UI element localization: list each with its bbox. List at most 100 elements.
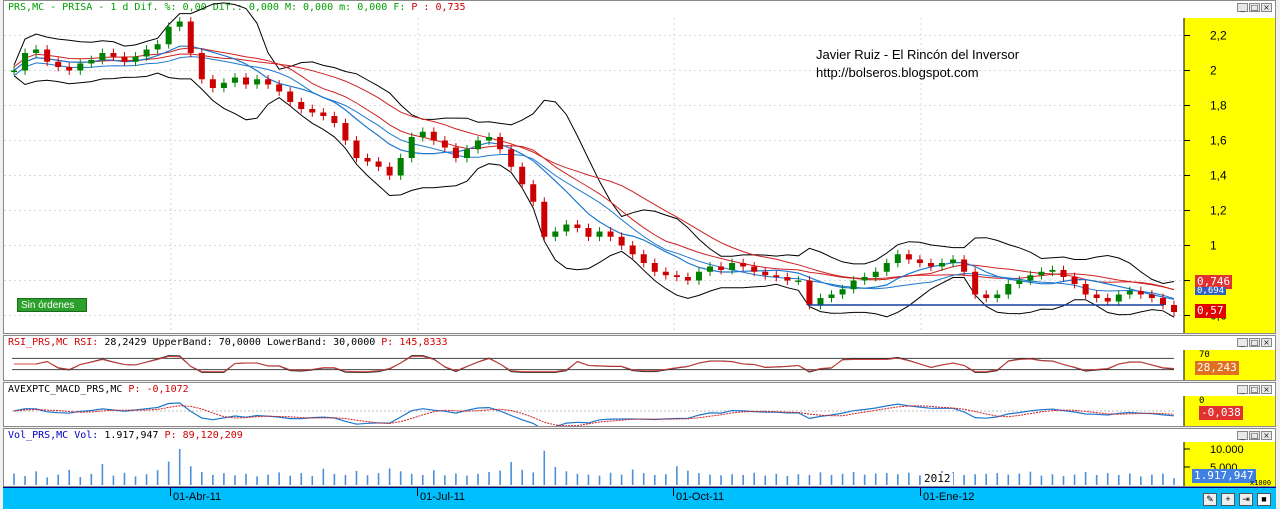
rsi-title-a: RSI_PRS,MC RSI:	[8, 337, 105, 348]
macd-title-b: P: -0,1072	[128, 384, 189, 395]
candle-body	[640, 254, 647, 263]
restore-icon[interactable]: □	[1249, 338, 1260, 347]
candle-body	[342, 123, 349, 141]
time-tick	[417, 488, 418, 496]
macd-pane-title: AVEXPTC_MACD_PRS,MC P: -0,1072	[8, 384, 189, 395]
candle-body	[1027, 275, 1034, 281]
restore-icon[interactable]: □	[1249, 3, 1260, 12]
candle-body	[187, 21, 194, 53]
price-tick-label: 2	[1210, 64, 1217, 78]
scroll-icon[interactable]: ⇥	[1239, 493, 1253, 506]
vol-title-c: P: 89,120,209	[164, 430, 243, 441]
candle-body	[143, 49, 150, 57]
price-pane-window-buttons: _ □ ×	[1237, 3, 1272, 12]
minimize-icon[interactable]: _	[1237, 338, 1248, 347]
volume-year-label: 2012	[922, 472, 953, 485]
sma-red-long	[13, 53, 1175, 290]
candle-body	[463, 149, 470, 158]
candle-body	[452, 147, 459, 158]
rsi-chart	[12, 350, 1275, 380]
candle-body	[817, 298, 824, 305]
close-icon[interactable]: ×	[1261, 338, 1272, 347]
time-label-jul: 01-Jul-11	[420, 491, 466, 503]
edit-icon[interactable]: ✎	[1203, 493, 1217, 506]
candle-body	[1016, 280, 1023, 284]
candle-body	[938, 263, 946, 267]
macd-signal	[13, 405, 1175, 426]
candle-body	[1082, 284, 1089, 295]
close-icon[interactable]: ×	[1261, 385, 1272, 394]
time-axis[interactable]: 01-Abr-11 01-Jul-11 01-Oct-11 01-Ene-12 …	[3, 487, 1276, 509]
candle-body	[740, 263, 747, 267]
time-label-apr: 01-Abr-11	[173, 491, 222, 503]
candle-body	[1049, 270, 1056, 272]
time-tick	[920, 488, 921, 496]
candle-body	[596, 231, 603, 237]
candle-body	[331, 116, 338, 123]
price-pane-title: PRS,MC - PRISA - 1 d Dif. %: 0,00 Dif.: …	[8, 2, 466, 13]
price-pane-title-a: PRS,MC - PRISA - 1 d Dif. %: 0,00 Dif.: …	[8, 2, 412, 13]
price-tag-red: 0,746	[1195, 275, 1233, 289]
minimize-icon[interactable]: _	[1237, 3, 1248, 12]
candle-body	[1104, 298, 1111, 302]
candle-body	[353, 140, 360, 158]
candle-body	[231, 77, 238, 83]
candle-body	[894, 254, 901, 263]
macd-value-tag: -0,038	[1199, 406, 1243, 420]
volume-pane[interactable]: Vol_PRS,MC Vol: 1.917,947 P: 89,120,209 …	[3, 428, 1276, 487]
credit-url[interactable]: http://bolseros.blogspot.com	[816, 65, 979, 80]
candle-body	[99, 53, 106, 60]
volume-pane-window-buttons: _ □ ×	[1237, 431, 1272, 440]
candle-body	[850, 280, 857, 290]
price-tag-last: 0,57	[1195, 304, 1226, 318]
candle-body	[397, 158, 404, 176]
macd-zero-label: 0	[1199, 396, 1205, 406]
candle-body	[375, 161, 382, 167]
candle-body	[66, 67, 73, 71]
candle-body	[1060, 270, 1067, 277]
sma-blue	[13, 45, 1175, 300]
candle-body	[1038, 271, 1045, 276]
volume-tick-label: 10.000	[1210, 444, 1244, 456]
rsi-value-tag: 28,243	[1195, 361, 1239, 375]
candle-body	[1005, 284, 1012, 295]
candle-body	[298, 102, 305, 109]
price-pane[interactable]: PRS,MC - PRISA - 1 d Dif. %: 0,00 Dif.: …	[3, 0, 1276, 334]
price-tick-label: 1,2	[1210, 204, 1227, 218]
candle-body	[209, 79, 216, 88]
candle-body	[486, 137, 493, 141]
candle-body	[1137, 291, 1144, 295]
candle-body	[132, 56, 139, 62]
candle-body	[684, 277, 691, 281]
time-label-jan: 01-Ene-12	[923, 491, 975, 503]
candle-body	[872, 271, 879, 277]
close-icon[interactable]: ×	[1261, 3, 1272, 12]
candle-body	[1148, 294, 1155, 298]
candle-body	[165, 26, 172, 45]
candle-body	[1170, 305, 1178, 312]
restore-icon[interactable]: □	[1249, 431, 1260, 440]
candle-body	[1159, 298, 1166, 305]
minimize-icon[interactable]: _	[1237, 431, 1248, 440]
minimize-icon[interactable]: _	[1237, 385, 1248, 394]
candle-body	[242, 77, 250, 85]
candle-body	[10, 70, 18, 72]
stop-icon[interactable]: ■	[1257, 493, 1271, 506]
rsi-pane[interactable]: RSI_PRS,MC RSI: 28,2429 UpperBand: 70,00…	[3, 335, 1276, 381]
candle-body	[198, 53, 205, 80]
restore-icon[interactable]: □	[1249, 385, 1260, 394]
macd-chart	[12, 396, 1275, 426]
candle-body	[972, 271, 979, 295]
sma-red-mid	[13, 47, 1175, 291]
candle-body	[673, 275, 680, 277]
time-label-oct: 01-Oct-11	[676, 491, 725, 503]
candle-body	[706, 266, 714, 272]
bollinger-lower	[13, 72, 1175, 318]
pin-icon[interactable]: +	[1221, 493, 1235, 506]
macd-pane[interactable]: AVEXPTC_MACD_PRS,MC P: -0,1072 _ □ × 0 -…	[3, 382, 1276, 427]
candle-body	[254, 79, 261, 85]
close-icon[interactable]: ×	[1261, 431, 1272, 440]
candle-body	[287, 91, 294, 102]
